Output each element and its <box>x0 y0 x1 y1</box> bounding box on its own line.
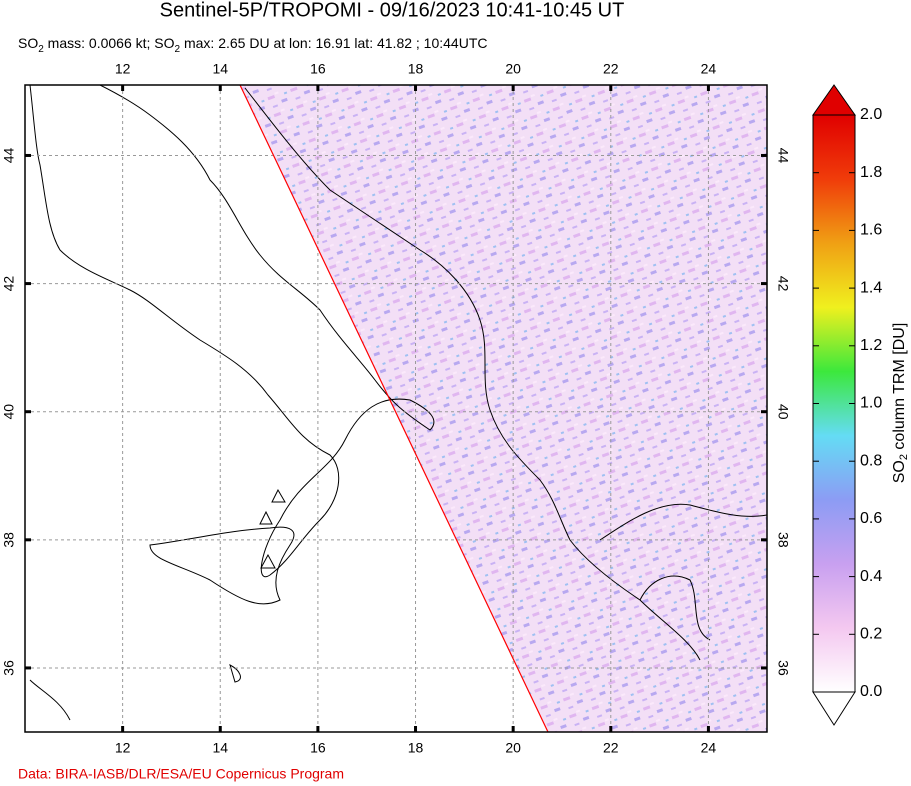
axes: 12 12 14 14 16 16 18 18 20 20 22 22 24 24 36 36 38 38 40 40… <box>1 61 792 756</box>
volcano <box>260 553 276 569</box>
lon-tick-label: 12 <box>115 61 131 77</box>
lat-tick-label: 44 <box>775 148 791 164</box>
colorbar-tick-label: 1.2 <box>860 337 882 354</box>
colorbar-tick-label: 1.6 <box>860 222 882 239</box>
volcano <box>259 510 273 525</box>
coastline <box>244 87 767 661</box>
lon-tick-label: 14 <box>212 740 228 756</box>
footer-credit: Data: BIRA-IASB/DLR/ESA/EU Copernicus Pr… <box>18 766 344 782</box>
swath <box>240 85 767 732</box>
colorbar-label: SO2 column TRM [DU] <box>891 323 910 484</box>
colorbar-extend-top <box>812 84 856 116</box>
lat-tick-label: 38 <box>775 532 791 548</box>
volcano <box>271 488 286 503</box>
coastline <box>29 85 435 578</box>
lon-tick-label: 22 <box>603 740 619 756</box>
lon-tick-label: 18 <box>408 61 424 77</box>
map-area <box>25 85 767 732</box>
colorbar-tick-label: 0.4 <box>860 568 882 585</box>
colorbar-tick-label: 1.8 <box>860 164 882 181</box>
lat-tick-label: 44 <box>1 147 17 163</box>
lon-tick-label: 24 <box>701 61 717 77</box>
lon-tick-label: 16 <box>310 740 326 756</box>
colorbar-tick-label: 2.0 <box>860 106 882 123</box>
lon-tick-label: 22 <box>603 61 619 77</box>
subtitle: SO2 mass: 0.0066 kt; SO2 max: 2.65 DU at… <box>18 35 488 55</box>
colorbar-tick-label: 0.2 <box>860 626 882 643</box>
lon-tick-label: 20 <box>505 61 521 77</box>
lat-tick-label: 40 <box>1 404 17 420</box>
lon-tick-label: 16 <box>310 61 326 77</box>
lat-tick-label: 42 <box>775 276 791 292</box>
lon-tick-label: 20 <box>505 740 521 756</box>
lat-tick-label: 38 <box>1 532 17 548</box>
lat-tick-label: 36 <box>1 660 17 676</box>
grid <box>25 85 767 732</box>
lon-tick-label: 12 <box>115 740 131 756</box>
colorbar-extend-bottom <box>812 691 856 726</box>
colorbar-bar <box>812 114 856 693</box>
lat-tick-label: 40 <box>775 404 791 420</box>
coastline <box>29 664 241 721</box>
colorbar-tick-label: 0.6 <box>860 510 882 527</box>
colorbar-tick-label: 0.8 <box>860 452 882 469</box>
map-frame <box>24 84 768 733</box>
coastline <box>149 526 295 605</box>
colorbar-tick-label: 1.4 <box>860 279 882 296</box>
lon-tick-label: 18 <box>408 740 424 756</box>
colorbar-tick-label: 1.0 <box>860 395 882 412</box>
lon-tick-label: 24 <box>701 740 717 756</box>
lon-tick-label: 14 <box>212 61 228 77</box>
lat-tick-label: 36 <box>775 660 791 676</box>
colorbar: SO2 column TRM [DU] 0.0 0.2 0.4 0.6 0.8 1.0 1.… <box>812 84 910 726</box>
title: Sentinel-5P/TROPOMI - 09/16/2023 10:41-1… <box>160 0 625 21</box>
swath-edge <box>239 85 549 732</box>
colorbar-tick-label: 0.0 <box>860 683 882 700</box>
lat-tick-label: 42 <box>1 276 17 292</box>
